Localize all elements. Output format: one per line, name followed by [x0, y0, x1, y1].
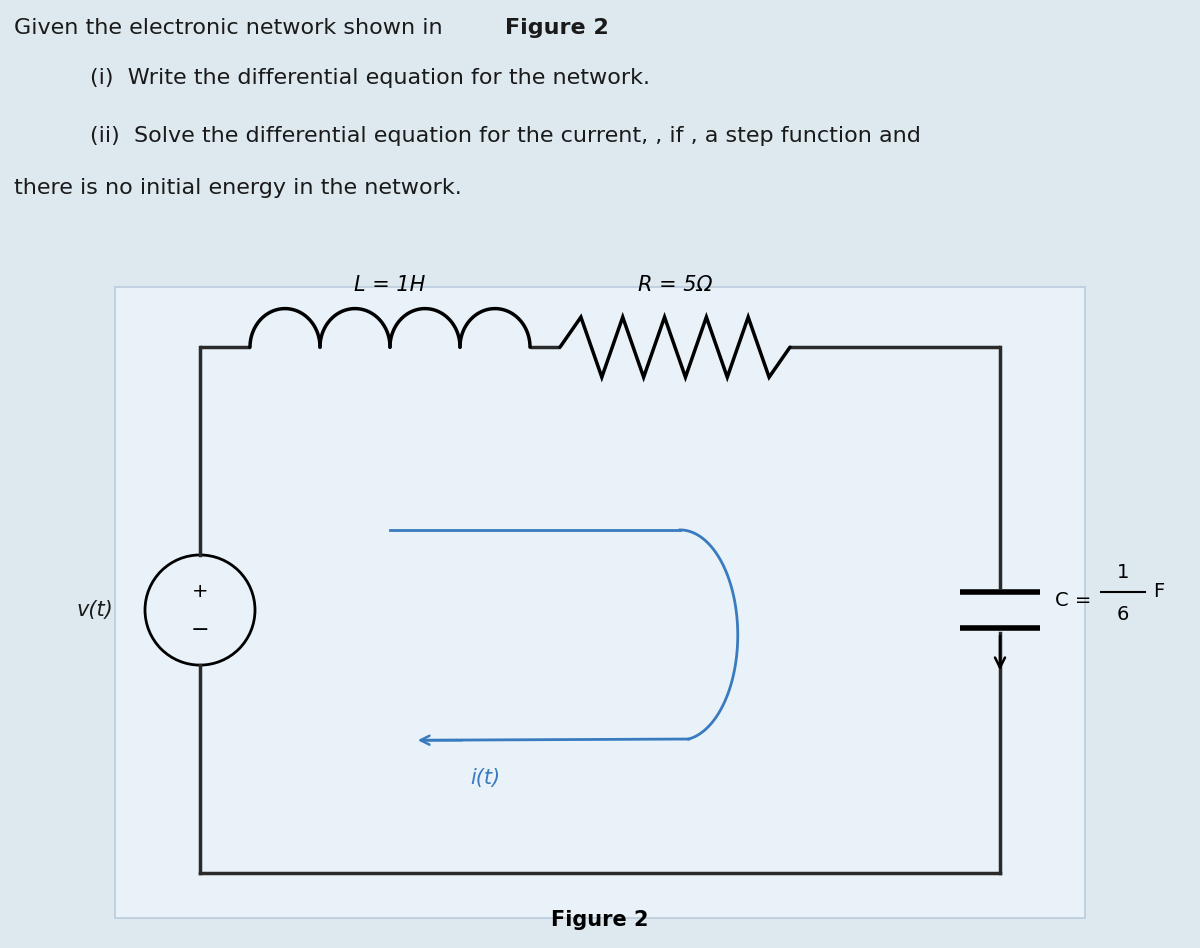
Text: 1: 1 — [1117, 563, 1129, 582]
Text: +: + — [192, 582, 209, 601]
Text: Figure 2: Figure 2 — [505, 18, 608, 38]
Text: R = 5Ω: R = 5Ω — [637, 275, 713, 295]
FancyBboxPatch shape — [115, 287, 1085, 918]
Text: Given the electronic network shown in: Given the electronic network shown in — [14, 18, 450, 38]
Text: F: F — [1153, 582, 1164, 601]
Text: −: − — [191, 620, 209, 640]
Text: (i)  Write the differential equation for the network.: (i) Write the differential equation for … — [90, 68, 650, 88]
Text: there is no initial energy in the network.: there is no initial energy in the networ… — [14, 178, 462, 198]
Text: 6: 6 — [1117, 605, 1129, 624]
Text: Figure 2: Figure 2 — [551, 910, 649, 930]
Text: i(t): i(t) — [470, 768, 500, 788]
Text: C =: C = — [1055, 591, 1091, 610]
Text: v(t): v(t) — [77, 600, 113, 620]
Text: L = 1H: L = 1H — [354, 275, 426, 295]
Text: (ii)  Solve the differential equation for the current, , if , a step function an: (ii) Solve the differential equation for… — [90, 126, 920, 146]
